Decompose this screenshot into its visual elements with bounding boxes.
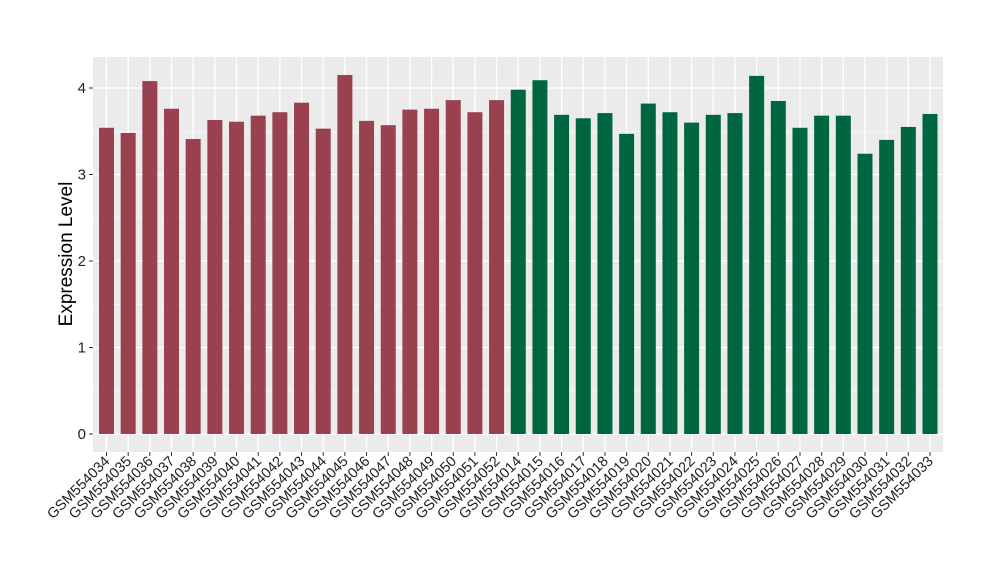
- bar-GSM554040: [229, 121, 245, 435]
- bar-GSM554029: [835, 115, 851, 435]
- bar-GSM554014: [510, 89, 526, 434]
- y-tick-label: 0: [78, 426, 86, 443]
- y-axis-label: Expression Level: [56, 182, 77, 327]
- bar-GSM554033: [922, 113, 938, 434]
- bar-GSM554038: [185, 139, 201, 434]
- bar-GSM554015: [532, 80, 548, 434]
- y-tick-label: 3: [78, 167, 86, 184]
- bar-GSM554043: [294, 102, 310, 434]
- bar-GSM554051: [467, 112, 483, 434]
- bar-GSM554030: [857, 153, 873, 435]
- bar-GSM554044: [315, 128, 331, 434]
- bar-GSM554039: [207, 120, 223, 434]
- bar-GSM554041: [250, 115, 266, 435]
- bar-GSM554019: [619, 133, 635, 434]
- y-tick-label: 2: [78, 253, 86, 270]
- bar-GSM554028: [814, 115, 830, 435]
- bar-GSM554050: [445, 100, 461, 435]
- bar-GSM554036: [142, 81, 158, 434]
- bar-GSM554042: [272, 112, 288, 434]
- bar-GSM554031: [879, 139, 895, 434]
- bar-GSM554023: [705, 114, 721, 434]
- bar-GSM554018: [597, 113, 613, 435]
- bar-GSM554025: [749, 75, 765, 434]
- bar-GSM554045: [337, 75, 353, 435]
- bar-GSM554027: [792, 127, 808, 434]
- bar-GSM554035: [120, 132, 136, 435]
- bar-GSM554020: [640, 103, 656, 434]
- bar-GSM554049: [424, 108, 440, 434]
- y-tick-label: 4: [78, 80, 86, 97]
- bar-GSM554048: [402, 109, 418, 434]
- bar-GSM554016: [554, 114, 570, 434]
- y-tick-label: 1: [78, 340, 86, 357]
- bar-GSM554026: [770, 100, 786, 434]
- bar-GSM554021: [662, 112, 678, 434]
- bar-GSM554032: [900, 126, 916, 435]
- bar-GSM554022: [684, 122, 700, 434]
- bar-GSM554034: [99, 127, 114, 434]
- bar-GSM554046: [359, 120, 375, 435]
- bar-GSM554052: [489, 100, 505, 435]
- bar-GSM554017: [575, 118, 591, 435]
- bar-GSM554037: [164, 108, 180, 434]
- bar-GSM554024: [727, 113, 743, 435]
- bar-GSM554047: [380, 125, 396, 434]
